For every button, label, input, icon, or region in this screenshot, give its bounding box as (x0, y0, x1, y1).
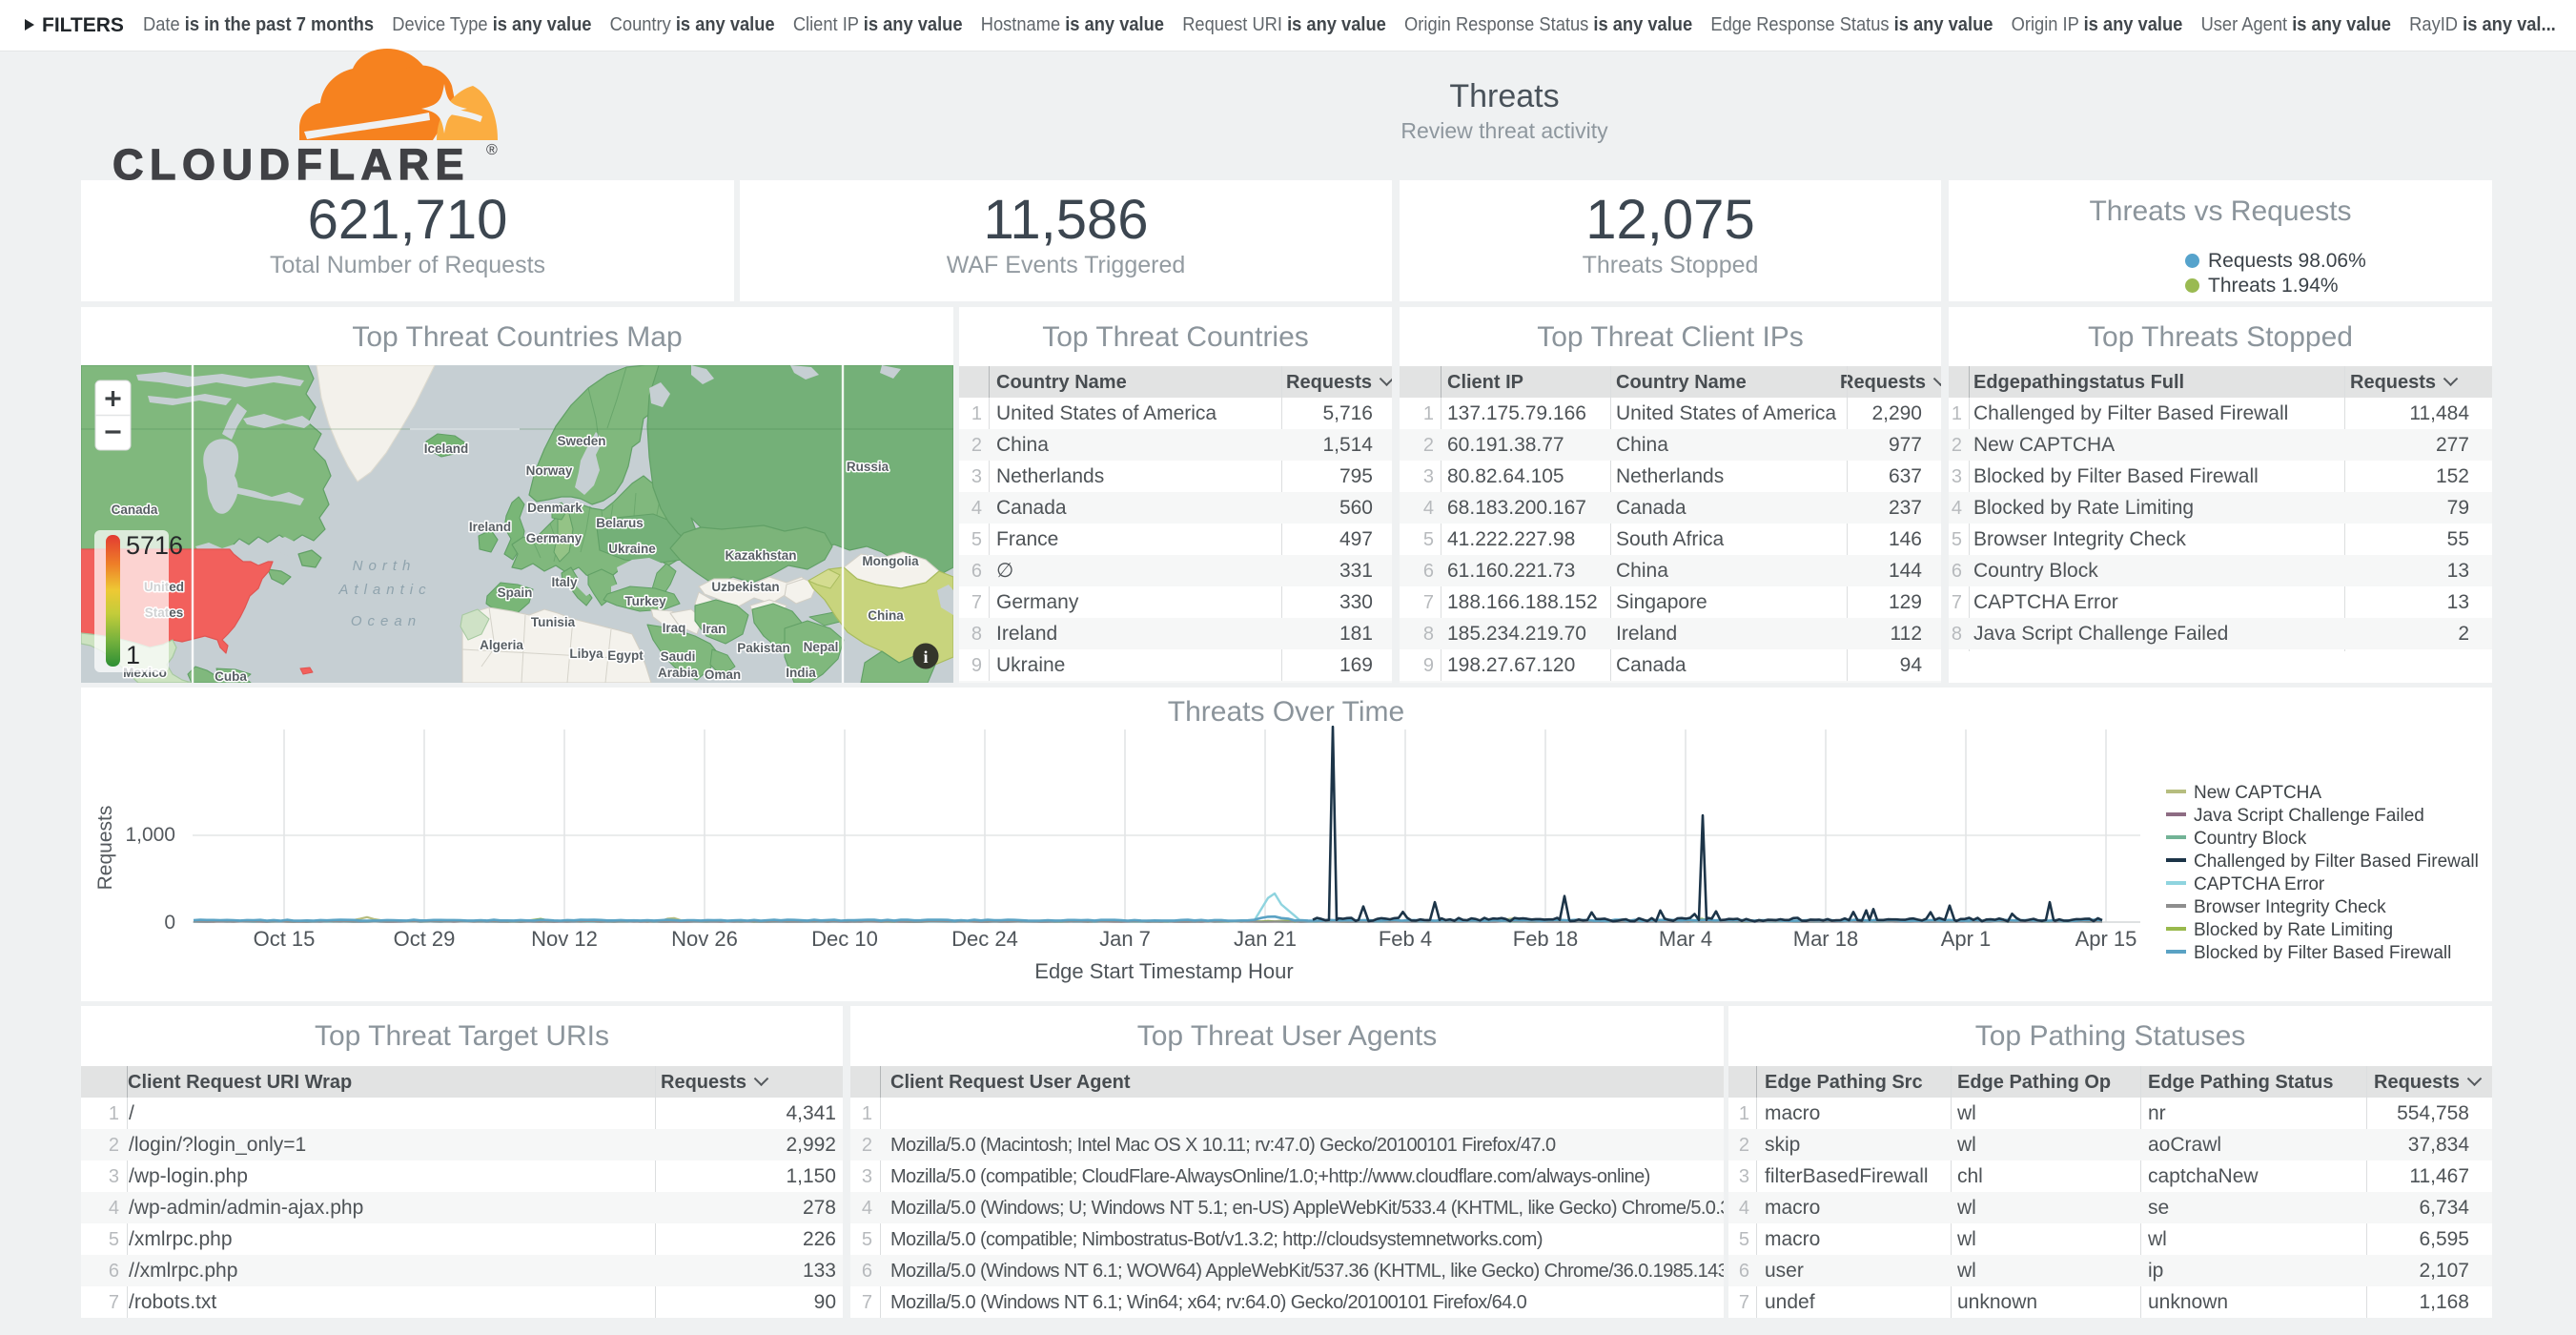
svg-text:New CAPTCHA: New CAPTCHA (2194, 783, 2321, 803)
svg-text:Spain: Spain (498, 585, 533, 600)
svg-text:Mongolia: Mongolia (862, 554, 919, 568)
svg-text:Apr 1: Apr 1 (1941, 927, 1992, 951)
svg-text:Canada: Canada (112, 503, 158, 517)
svg-text:Feb 4: Feb 4 (1379, 927, 1432, 951)
svg-text:Cuba: Cuba (215, 669, 247, 683)
svg-text:Oman: Oman (705, 668, 741, 682)
svg-text:Ukraine: Ukraine (608, 542, 656, 556)
svg-text:Oct 15: Oct 15 (254, 927, 316, 951)
svg-text:Egypt: Egypt (607, 648, 644, 663)
svg-text:Blocked by Filter Based Firewa: Blocked by Filter Based Firewall (2194, 943, 2451, 963)
svg-text:Country Block: Country Block (2194, 829, 2307, 849)
svg-text:Denmark: Denmark (527, 501, 583, 515)
svg-text:Mar 18: Mar 18 (1793, 927, 1858, 951)
svg-text:Jan 21: Jan 21 (1234, 927, 1297, 951)
svg-text:Pakistan: Pakistan (737, 641, 790, 655)
svg-text:1,000: 1,000 (125, 824, 175, 846)
svg-text:Threats Over Time: Threats Over Time (1168, 696, 1404, 728)
svg-text:Kazakhstan: Kazakhstan (725, 548, 796, 563)
svg-text:Jan 7: Jan 7 (1099, 927, 1151, 951)
svg-text:Browser Integrity Check: Browser Integrity Check (2194, 897, 2386, 917)
svg-text:Challenged by Filter Based Fir: Challenged by Filter Based Firewall (2194, 852, 2479, 872)
svg-text:Dec 10: Dec 10 (811, 927, 878, 951)
svg-text:Dec 24: Dec 24 (951, 927, 1018, 951)
svg-text:Germany: Germany (526, 531, 583, 545)
svg-text:Atlantic: Atlantic (337, 582, 431, 598)
svg-text:Mar 4: Mar 4 (1659, 927, 1712, 951)
svg-text:North: North (353, 558, 417, 574)
svg-text:Requests: Requests (94, 806, 116, 891)
svg-text:Norway: Norway (526, 463, 573, 478)
svg-text:Oct 29: Oct 29 (394, 927, 456, 951)
svg-text:Iran: Iran (703, 622, 726, 636)
svg-text:5716: 5716 (126, 531, 183, 560)
svg-text:Ocean: Ocean (351, 613, 421, 629)
svg-text:Turkey: Turkey (624, 594, 666, 608)
svg-text:Nepal: Nepal (804, 640, 839, 654)
svg-text:Arabia: Arabia (658, 666, 699, 680)
svg-text:CLOUDFLARE: CLOUDFLARE (112, 140, 470, 186)
svg-text:Ireland: Ireland (469, 520, 511, 534)
svg-text:Iraq: Iraq (663, 621, 686, 635)
svg-text:Java Script Challenge Failed: Java Script Challenge Failed (2194, 806, 2424, 826)
svg-text:China: China (868, 608, 904, 623)
svg-text:Uzbekistan: Uzbekistan (711, 580, 779, 594)
svg-text:Feb 18: Feb 18 (1513, 927, 1579, 951)
svg-text:Libya: Libya (569, 647, 603, 661)
svg-text:Tunisia: Tunisia (531, 615, 576, 629)
svg-text:India: India (786, 666, 816, 680)
svg-text:Sweden: Sweden (557, 434, 605, 448)
svg-text:Nov 12: Nov 12 (531, 927, 598, 951)
svg-text:1: 1 (126, 641, 140, 669)
svg-text:Russia: Russia (847, 460, 889, 474)
svg-text:Apr 15: Apr 15 (2075, 927, 2137, 951)
svg-text:Saudi: Saudi (661, 649, 696, 664)
svg-text:i: i (923, 647, 928, 667)
svg-text:Edge Start Timestamp Hour: Edge Start Timestamp Hour (1034, 959, 1293, 983)
svg-text:Blocked by Rate Limiting: Blocked by Rate Limiting (2194, 920, 2393, 940)
svg-text:0: 0 (164, 912, 175, 934)
svg-text:Algeria: Algeria (480, 638, 523, 652)
svg-text:Nov 26: Nov 26 (671, 927, 738, 951)
svg-text:®: ® (486, 142, 498, 158)
svg-text:Iceland: Iceland (424, 442, 469, 456)
svg-text:Italy: Italy (551, 575, 578, 589)
svg-text:Belarus: Belarus (596, 516, 644, 530)
svg-text:CAPTCHA Error: CAPTCHA Error (2194, 874, 2325, 894)
